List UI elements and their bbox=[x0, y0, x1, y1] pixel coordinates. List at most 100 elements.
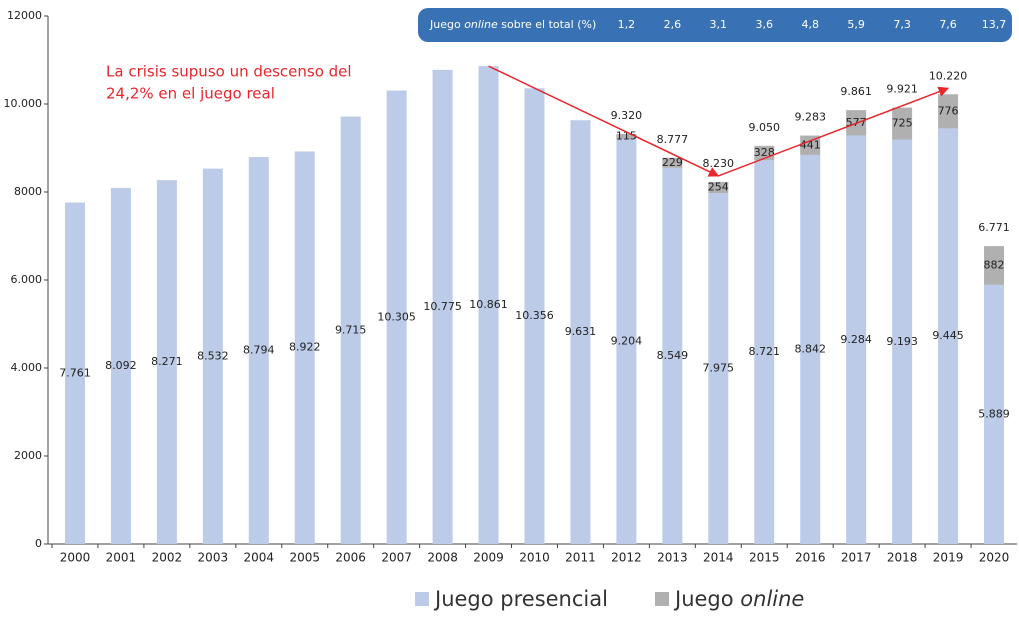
bar-segment bbox=[202, 168, 223, 545]
value-label: 115 bbox=[616, 129, 637, 142]
share-value: 7,6 bbox=[939, 18, 957, 31]
bar-segment bbox=[478, 66, 499, 544]
value-label: 8.922 bbox=[289, 341, 321, 354]
value-label: 8.842 bbox=[794, 342, 826, 355]
bar-segment bbox=[432, 69, 453, 545]
value-label: 8.271 bbox=[151, 355, 183, 368]
value-label: 9.204 bbox=[611, 335, 643, 348]
value-label: 8.549 bbox=[657, 349, 689, 362]
x-tick-label: 2020 bbox=[979, 551, 1010, 565]
value-label: 7.761 bbox=[59, 366, 91, 379]
bar-segment bbox=[892, 139, 913, 544]
value-label: 8.092 bbox=[105, 359, 137, 372]
trend-arrow bbox=[488, 65, 720, 177]
share-value: 1,2 bbox=[618, 18, 636, 31]
bar-segment bbox=[708, 193, 729, 544]
value-label: 9.631 bbox=[565, 325, 597, 338]
bar-segment bbox=[110, 187, 131, 544]
y-tick-label: 4.000 bbox=[11, 361, 43, 374]
x-tick-label: 2019 bbox=[933, 551, 964, 565]
bar-segment bbox=[248, 157, 269, 544]
value-label: 9.445 bbox=[932, 329, 964, 342]
total-label: 9.320 bbox=[611, 109, 643, 122]
y-tick-label: 2000 bbox=[14, 449, 42, 462]
y-tick-label: 0 bbox=[35, 537, 42, 550]
share-value: 5,9 bbox=[847, 18, 865, 31]
x-tick-label: 2012 bbox=[611, 551, 642, 565]
value-label: 5.889 bbox=[978, 407, 1010, 420]
x-tick-label: 2013 bbox=[657, 551, 688, 565]
bar-segment bbox=[386, 90, 407, 544]
x-tick-label: 2000 bbox=[60, 551, 91, 565]
x-tick-label: 2016 bbox=[795, 551, 826, 565]
value-label: 10.861 bbox=[469, 298, 508, 311]
x-tick-label: 2008 bbox=[427, 551, 458, 565]
value-label: 725 bbox=[892, 117, 913, 130]
value-label: 229 bbox=[662, 156, 683, 169]
bar-segment bbox=[524, 88, 545, 544]
legend-label: Juego presencial bbox=[433, 587, 608, 611]
value-label: 9.715 bbox=[335, 323, 367, 336]
bar-segment bbox=[984, 246, 1005, 285]
bar-segment bbox=[800, 135, 821, 155]
value-label: 254 bbox=[708, 181, 729, 194]
value-label: 7.975 bbox=[703, 362, 735, 375]
value-label: 8.532 bbox=[197, 349, 229, 362]
bar-segment bbox=[616, 133, 637, 140]
y-tick-label: 10.000 bbox=[4, 97, 43, 110]
value-label: 9.284 bbox=[840, 333, 872, 346]
x-tick-label: 2001 bbox=[106, 551, 137, 565]
total-label: 8.230 bbox=[703, 157, 735, 170]
value-label: 8.794 bbox=[243, 344, 275, 357]
bar-segment bbox=[340, 116, 361, 544]
x-tick-label: 2015 bbox=[749, 551, 780, 565]
legend-swatch bbox=[415, 592, 429, 606]
bar-segment bbox=[846, 135, 867, 544]
total-label: 9.050 bbox=[749, 121, 781, 134]
bar-segment bbox=[662, 167, 683, 544]
share-value: 2,6 bbox=[664, 18, 682, 31]
bar-segment bbox=[754, 160, 775, 544]
value-label: 10.305 bbox=[377, 310, 416, 323]
total-label: 6.771 bbox=[978, 221, 1010, 234]
bar-segment bbox=[938, 94, 959, 129]
x-tick-label: 2006 bbox=[335, 551, 366, 565]
bar-segment bbox=[616, 139, 637, 545]
y-tick-label: 6.000 bbox=[11, 273, 43, 286]
x-tick-label: 2004 bbox=[244, 551, 275, 565]
x-tick-label: 2005 bbox=[289, 551, 320, 565]
total-label: 9.861 bbox=[840, 85, 872, 98]
bar-segment bbox=[662, 157, 683, 168]
x-tick-label: 2018 bbox=[887, 551, 918, 565]
x-tick-label: 2009 bbox=[473, 551, 504, 565]
value-label: 10.775 bbox=[423, 300, 462, 313]
bar-segment bbox=[708, 181, 729, 194]
x-tick-label: 2010 bbox=[519, 551, 550, 565]
total-label: 10.220 bbox=[929, 69, 968, 82]
x-tick-label: 2003 bbox=[198, 551, 229, 565]
bar-segment bbox=[156, 180, 177, 545]
annotation: 24,2% en el juego real bbox=[106, 85, 275, 103]
bar-segment bbox=[64, 202, 85, 545]
x-tick-label: 2011 bbox=[565, 551, 596, 565]
legend-label: Juego online bbox=[673, 587, 804, 611]
bar-segment bbox=[938, 128, 959, 545]
bar-segment bbox=[570, 120, 591, 545]
value-label: 328 bbox=[754, 146, 775, 159]
share-value: 13,7 bbox=[982, 18, 1007, 31]
trend-arrow bbox=[718, 86, 950, 177]
total-label: 9.921 bbox=[886, 82, 918, 95]
share-value: 3,6 bbox=[756, 18, 774, 31]
total-label: 8.777 bbox=[657, 133, 689, 146]
bar-segment bbox=[800, 154, 821, 544]
x-tick-label: 2014 bbox=[703, 551, 734, 565]
legend-swatch bbox=[655, 592, 669, 606]
value-label: 441 bbox=[800, 138, 821, 151]
x-tick-label: 2007 bbox=[381, 551, 412, 565]
share-value: 4,8 bbox=[801, 18, 819, 31]
bar-segment bbox=[294, 151, 315, 544]
x-tick-label: 2002 bbox=[152, 551, 183, 565]
share-value: 7,3 bbox=[893, 18, 911, 31]
value-label: 9.193 bbox=[886, 335, 918, 348]
